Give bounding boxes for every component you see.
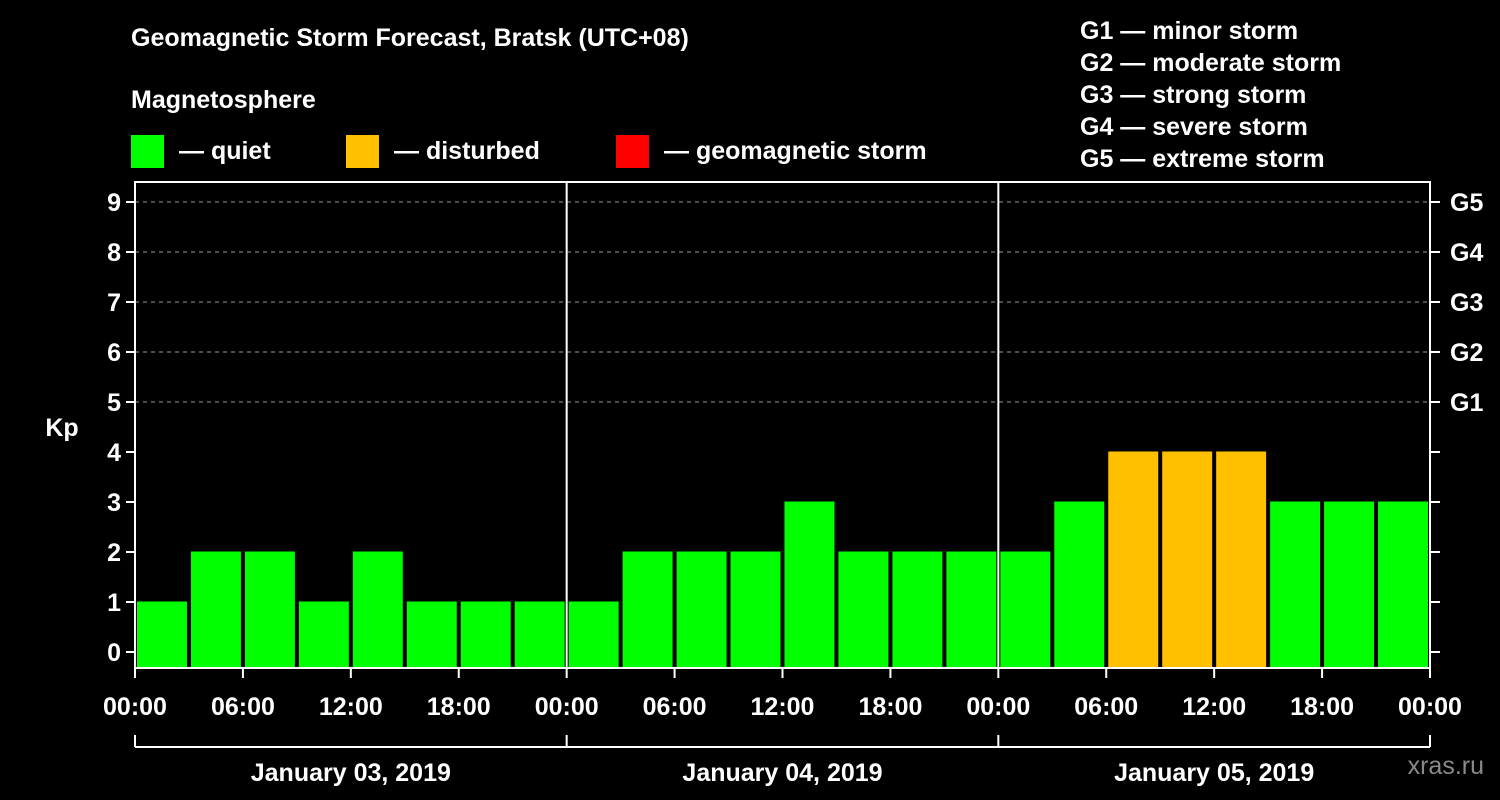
bar-11 (730, 551, 781, 668)
y-tick-label-8: 8 (107, 239, 121, 267)
bar-4 (352, 551, 403, 668)
day-label-0: January 03, 2019 (251, 759, 451, 787)
legend-label-storm: — geomagnetic storm (664, 136, 927, 165)
storm-scale-g4: G4 — severe storm (1080, 113, 1308, 141)
legend-item-quiet: — quiet (131, 134, 271, 168)
bar-20 (1216, 451, 1267, 668)
y-tick-label-9: 9 (107, 189, 121, 217)
legend-label-quiet: — quiet (179, 136, 271, 165)
x-tick-label-5: 06:00 (643, 693, 707, 721)
x-tick-label-10: 12:00 (1182, 693, 1246, 721)
right-axis-label-g5: G5 (1450, 189, 1483, 217)
bar-16 (1000, 551, 1051, 668)
bar-3 (298, 601, 349, 668)
bar-6 (460, 601, 511, 668)
x-tick-label-4: 00:00 (535, 693, 599, 721)
bar-18 (1108, 451, 1159, 668)
bar-8 (568, 601, 619, 668)
legend-item-disturbed: — disturbed (346, 134, 540, 168)
legend-swatch-disturbed (346, 134, 379, 168)
storm-scale-g5: G5 — extreme storm (1080, 145, 1325, 173)
y-tick-label-2: 2 (107, 539, 121, 567)
x-tick-label-2: 12:00 (319, 693, 383, 721)
chart-subtitle: Magnetosphere (131, 86, 316, 114)
bar-22 (1324, 501, 1375, 668)
bar-9 (622, 551, 673, 668)
y-tick-label-0: 0 (107, 639, 121, 667)
bar-12 (784, 501, 835, 668)
right-axis-label-g1: G1 (1450, 389, 1483, 417)
right-axis-label-g4: G4 (1450, 239, 1483, 267)
bar-23 (1378, 501, 1428, 668)
storm-scale-g1: G1 — minor storm (1080, 17, 1299, 45)
x-tick-label-11: 18:00 (1290, 693, 1354, 721)
x-tick-label-1: 06:00 (211, 693, 275, 721)
legend-item-storm: — geomagnetic storm (616, 134, 927, 168)
storm-scale-g3: G3 — strong storm (1080, 81, 1307, 109)
watermark: xras.ru (1407, 752, 1484, 780)
right-axis-label-g3: G3 (1450, 289, 1483, 317)
bar-14 (892, 551, 943, 668)
y-tick-label-6: 6 (107, 339, 121, 367)
x-tick-label-0: 00:00 (103, 693, 167, 721)
bar-5 (406, 601, 457, 668)
day-label-1: January 04, 2019 (682, 759, 882, 787)
chart-title: Geomagnetic Storm Forecast, Bratsk (UTC+… (131, 24, 689, 52)
y-axis-label: Kp (45, 414, 78, 442)
bar-21 (1270, 501, 1321, 668)
storm-scale-legend: G1 — minor storm G2 — moderate storm G3 … (1080, 15, 1341, 175)
bar-0 (137, 601, 187, 668)
storm-scale-g2: G2 — moderate storm (1080, 49, 1342, 77)
bar-13 (838, 551, 889, 668)
bar-7 (514, 601, 565, 668)
y-tick-label-7: 7 (107, 289, 121, 317)
x-tick-label-12: 00:00 (1398, 693, 1462, 721)
bar-19 (1162, 451, 1213, 668)
bar-2 (244, 551, 295, 668)
legend-swatch-storm (616, 134, 649, 168)
y-tick-label-5: 5 (107, 389, 121, 417)
x-tick-label-9: 06:00 (1074, 693, 1138, 721)
x-tick-label-6: 12:00 (751, 693, 815, 721)
x-tick-label-8: 00:00 (966, 693, 1030, 721)
bar-10 (676, 551, 727, 668)
x-tick-label-3: 18:00 (427, 693, 491, 721)
day-label-2: January 05, 2019 (1114, 759, 1314, 787)
legend-swatch-quiet (131, 134, 164, 168)
y-tick-label-1: 1 (107, 589, 121, 617)
y-tick-label-4: 4 (107, 439, 121, 467)
bar-1 (190, 551, 241, 668)
y-tick-label-3: 3 (107, 489, 121, 517)
bar-15 (946, 551, 997, 668)
legend-label-disturbed: — disturbed (394, 136, 540, 165)
right-axis-label-g2: G2 (1450, 339, 1483, 367)
bar-17 (1054, 501, 1105, 668)
x-tick-label-7: 18:00 (858, 693, 922, 721)
